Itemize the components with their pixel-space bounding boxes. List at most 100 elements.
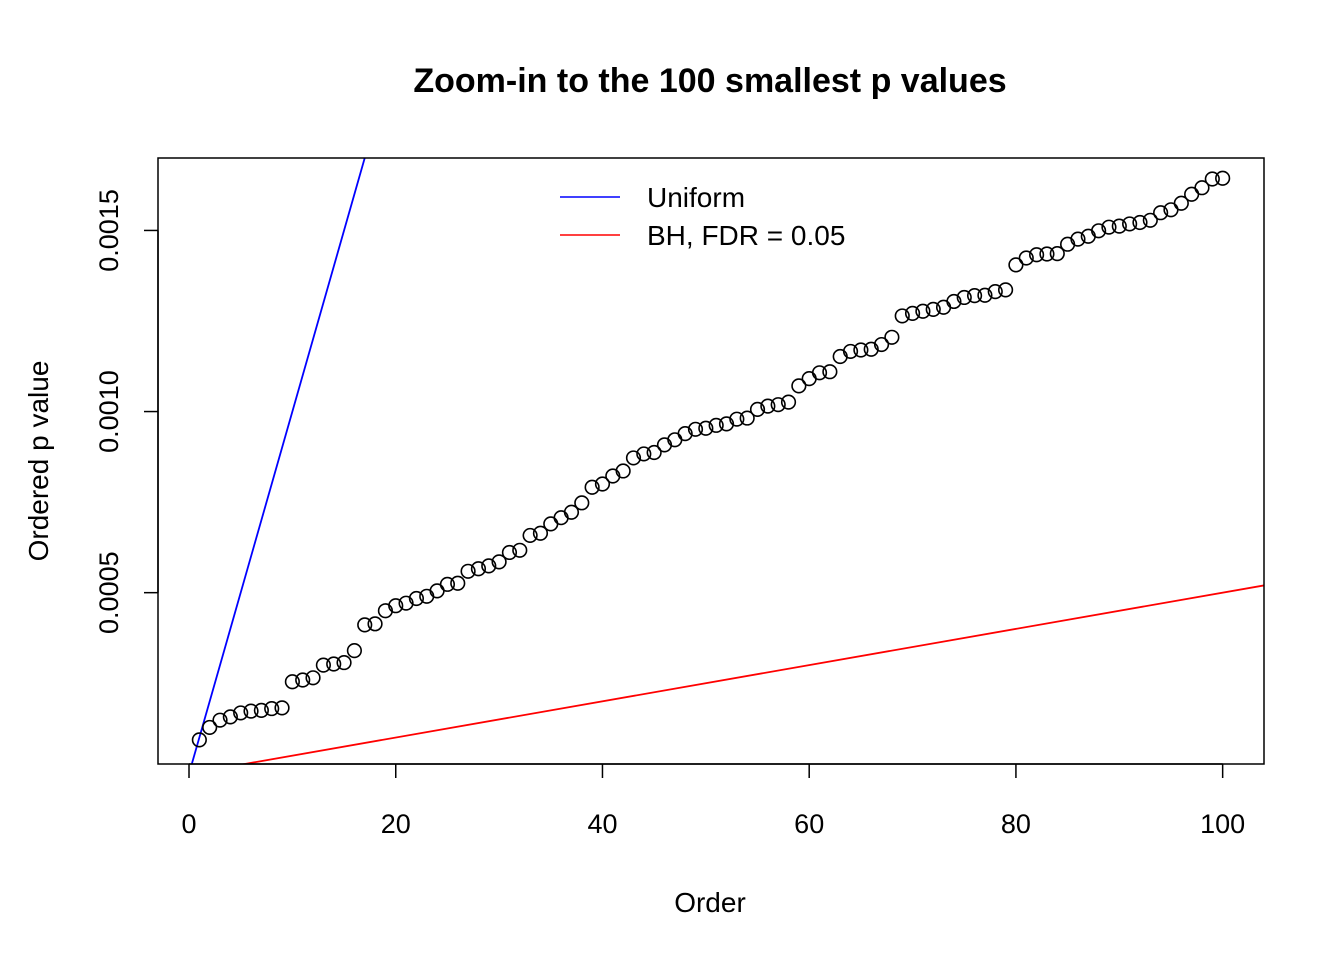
data-point (811, 365, 828, 381)
data-point (770, 397, 786, 413)
reference-lines (190, 158, 1264, 764)
x-tick-label: 0 (181, 809, 196, 839)
data-points (191, 170, 1231, 748)
x-axis-label: Order (674, 887, 746, 918)
data-point (233, 705, 249, 721)
data-point (956, 289, 972, 306)
data-point (191, 732, 207, 748)
data-point (915, 303, 931, 319)
data-point (791, 378, 807, 394)
y-tick-label: 0.0015 (94, 189, 124, 272)
data-point (1070, 231, 1086, 247)
data-point (594, 476, 611, 492)
legend: Uniform BH, FDR = 0.05 (560, 182, 845, 251)
data-point (729, 411, 745, 427)
data-point (760, 398, 776, 414)
data-point (1215, 170, 1231, 186)
data-point (977, 287, 993, 303)
data-point (553, 510, 569, 526)
data-point (274, 700, 290, 716)
data-point (987, 284, 1003, 300)
data-point (202, 719, 218, 736)
data-point (677, 426, 693, 442)
data-point (636, 446, 652, 462)
data-point (512, 542, 528, 558)
uniform-line (190, 158, 366, 764)
data-point (873, 336, 890, 353)
data-point (222, 709, 238, 725)
data-point (450, 575, 466, 591)
data-point (698, 420, 714, 436)
data-point (1008, 257, 1024, 273)
data-point (925, 301, 941, 318)
data-point (563, 504, 580, 520)
data-point (966, 288, 983, 304)
data-point (253, 702, 269, 718)
data-point (1122, 216, 1138, 232)
data-point (718, 416, 735, 432)
data-point (646, 444, 662, 461)
data-point (780, 394, 797, 410)
data-point (481, 558, 497, 574)
data-point (243, 703, 259, 719)
data-point (801, 370, 817, 387)
data-point (1028, 247, 1045, 263)
data-point (1132, 214, 1148, 231)
data-point (584, 479, 600, 495)
y-axis-label: Ordered p value (23, 361, 54, 562)
data-point (543, 516, 559, 532)
data-point (1204, 171, 1220, 187)
data-point (1173, 195, 1189, 211)
chart-title: Zoom-in to the 100 smallest p values (413, 62, 1006, 100)
data-point (625, 450, 642, 466)
x-tick-label: 60 (794, 809, 824, 839)
data-point (904, 305, 921, 321)
data-point (429, 583, 445, 599)
data-point (491, 554, 507, 570)
data-point (894, 308, 910, 324)
x-tick-label: 20 (381, 809, 411, 839)
data-point (708, 417, 724, 433)
data-point (346, 643, 362, 659)
data-point (408, 590, 425, 607)
x-tick-label: 80 (1001, 809, 1031, 839)
data-point (687, 421, 704, 437)
data-point (305, 670, 321, 686)
data-point (326, 656, 342, 672)
data-point (522, 527, 538, 544)
data-point (315, 657, 331, 673)
data-point (739, 410, 755, 426)
data-point (336, 654, 352, 671)
data-point (357, 617, 373, 633)
data-point (470, 561, 487, 577)
data-point (1194, 180, 1210, 196)
data-point (212, 712, 228, 728)
data-point (884, 329, 900, 345)
x-axis: 0 20 40 60 80 100 (181, 763, 1245, 839)
data-point (388, 598, 404, 614)
y-axis: 0.0005 0.0010 0.0015 (94, 189, 159, 634)
data-point (1018, 250, 1034, 266)
data-point (295, 672, 311, 688)
bh-line (239, 584, 1264, 764)
data-point (1101, 219, 1117, 235)
y-tick-label: 0.0010 (94, 370, 124, 453)
data-point (997, 282, 1014, 298)
legend-label-bh: BH, FDR = 0.05 (647, 220, 845, 251)
data-point (574, 495, 590, 511)
data-point (749, 401, 766, 417)
data-point (853, 342, 869, 358)
data-point (946, 293, 962, 310)
data-point (264, 700, 280, 717)
data-point (1153, 205, 1169, 221)
data-point (284, 674, 300, 690)
data-point (1184, 186, 1200, 202)
data-point (1091, 223, 1107, 239)
data-point (532, 525, 549, 541)
data-point (842, 343, 859, 360)
legend-label-uniform: Uniform (647, 182, 745, 213)
data-point (398, 595, 414, 611)
data-point (935, 299, 952, 315)
data-point (615, 463, 631, 479)
data-point (863, 341, 879, 357)
